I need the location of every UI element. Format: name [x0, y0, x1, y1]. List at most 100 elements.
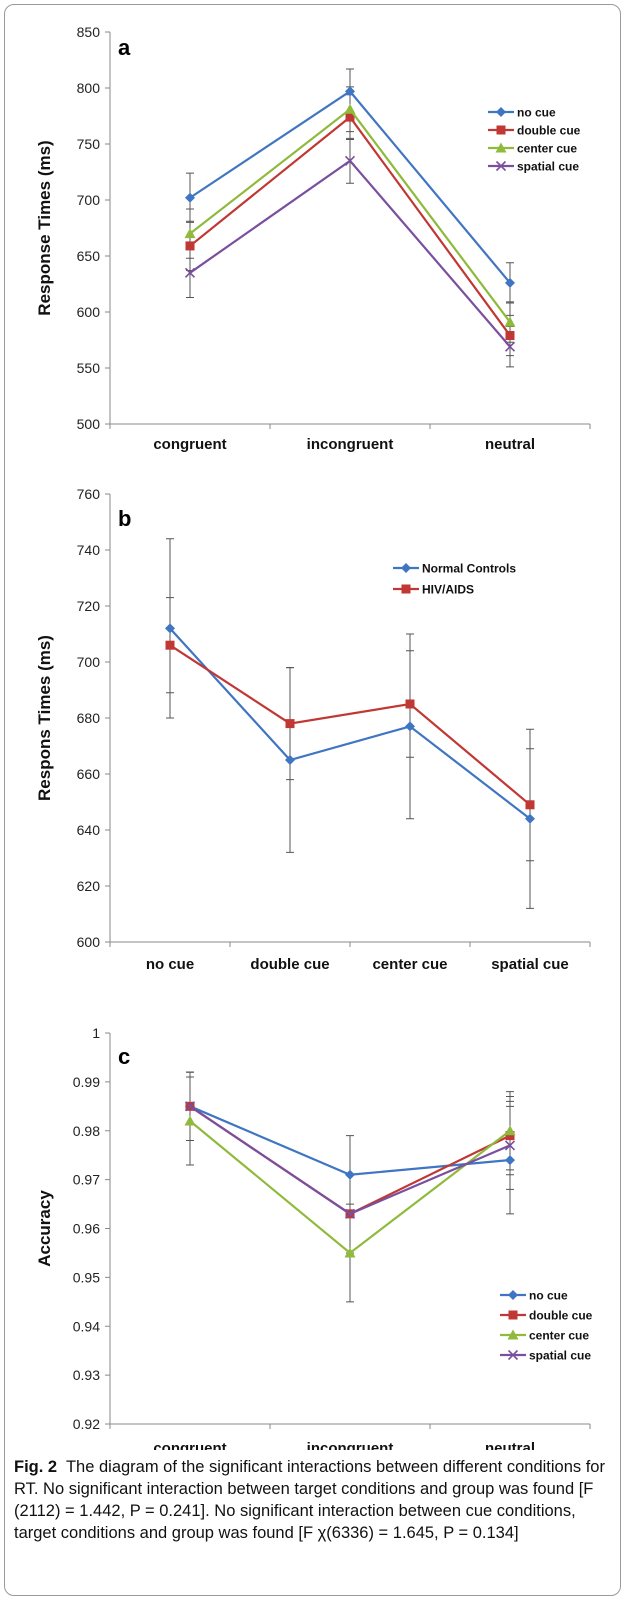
y-tick-label: 640	[77, 822, 101, 838]
chart-a: 500 550 600 650 700 750 800 850 congruent incongr…	[35, 24, 591, 453]
legend-marker	[508, 1290, 518, 1300]
x-tick-label: incongruent	[307, 1440, 394, 1450]
y-tick-label: 740	[77, 542, 101, 558]
data-point	[345, 112, 355, 122]
legend-label: HIV/AIDS	[422, 583, 474, 597]
data-point	[405, 699, 415, 709]
y-tick-label: 680	[77, 710, 101, 726]
legend-marker	[496, 125, 506, 135]
y-tick-label: 800	[77, 80, 101, 96]
x-tick-label: center cue	[372, 956, 447, 973]
y-tick-label: 550	[77, 360, 101, 376]
data-point	[525, 813, 535, 824]
series-line	[169, 644, 531, 806]
legend-marker	[401, 584, 411, 594]
y-tick-label: 0.92	[73, 1416, 100, 1432]
figure-caption: Fig. 2 The diagram of the significant in…	[14, 1456, 614, 1544]
data-point	[285, 719, 295, 729]
caption-label: Fig. 2	[14, 1458, 58, 1476]
data-point	[505, 331, 515, 341]
data-point	[504, 1140, 516, 1151]
legend-marker	[401, 563, 411, 573]
y-tick-label: 0.96	[73, 1221, 100, 1237]
y-tick-label: 650	[77, 248, 101, 264]
data-point	[285, 755, 295, 765]
y-tick-label: 600	[77, 304, 101, 320]
data-point	[405, 721, 415, 732]
legend-label: spatial cue	[529, 1349, 591, 1363]
x-tick-label: no cue	[146, 956, 194, 973]
y-tick-label: 750	[77, 136, 101, 152]
y-tick-label: 0.93	[73, 1367, 100, 1383]
panel-label: c	[118, 1044, 130, 1069]
legend-label: double cue	[517, 124, 581, 138]
legend-marker	[496, 107, 506, 117]
legend-label: no cue	[517, 106, 556, 120]
x-tick-label: neutral	[485, 436, 535, 453]
y-tick-label: 700	[77, 192, 101, 208]
y-tick-label: 1	[92, 1025, 100, 1041]
series-line	[189, 159, 511, 348]
panel-label: a	[118, 35, 131, 60]
y-tick-label: 0.95	[73, 1269, 100, 1285]
legend-label: center cue	[517, 142, 577, 156]
data-point	[185, 241, 195, 251]
legend-marker	[507, 1349, 519, 1361]
x-tick-label: neutral	[485, 1440, 535, 1450]
data-point	[344, 1208, 356, 1219]
y-tick-label: 0.99	[73, 1074, 100, 1090]
panel-label: b	[118, 506, 131, 531]
y-tick-label: 600	[77, 934, 101, 950]
data-point	[184, 1101, 196, 1112]
y-tick-label: 660	[77, 766, 101, 782]
legend-marker	[507, 1329, 519, 1340]
x-tick-label: congruent	[153, 436, 226, 453]
legend-label: double cue	[529, 1309, 593, 1323]
legend-marker	[508, 1310, 518, 1320]
data-point	[344, 103, 356, 114]
series-line	[169, 627, 531, 820]
x-tick-label: congruent	[153, 1440, 226, 1450]
data-point	[184, 267, 196, 278]
chart-b: 600 620 640 660 680 700 720 740 760 no cue double …	[35, 486, 591, 973]
data-point	[185, 192, 195, 203]
data-point	[184, 1115, 196, 1126]
legend-marker	[495, 160, 507, 172]
y-axis-label: Respons Times (ms)	[35, 635, 54, 801]
chart-c: 0.92 0.93 0.94 0.95 0.96 0.97 0.98 0.99 1 congrue…	[35, 1025, 593, 1450]
legend-marker	[495, 142, 507, 153]
data-point	[344, 1247, 356, 1258]
data-point	[344, 155, 356, 166]
y-tick-label: 0.94	[73, 1318, 100, 1334]
legend-label: no cue	[529, 1289, 568, 1303]
y-axis-label: Response Times (ms)	[35, 140, 54, 315]
legend-label: center cue	[529, 1329, 589, 1343]
figure-frame	[4, 4, 621, 1596]
data-point	[504, 1125, 516, 1136]
y-tick-label: 760	[77, 486, 101, 502]
data-point	[505, 1131, 515, 1141]
legend-label: Normal Controls	[422, 562, 516, 576]
data-point	[505, 1155, 515, 1166]
data-point	[525, 800, 535, 810]
y-tick-label: 0.98	[73, 1123, 100, 1139]
data-point	[504, 316, 516, 327]
data-point	[505, 277, 515, 288]
x-tick-label: incongruent	[307, 436, 394, 453]
caption-text: The diagram of the significant interacti…	[14, 1458, 605, 1542]
y-tick-label: 720	[77, 598, 101, 614]
y-tick-label: 620	[77, 878, 101, 894]
data-point	[165, 623, 175, 634]
data-point	[345, 86, 355, 97]
data-point	[165, 640, 175, 650]
y-tick-label: 700	[77, 654, 101, 670]
y-tick-label: 0.97	[73, 1172, 100, 1188]
data-point	[184, 228, 196, 239]
x-tick-label: spatial cue	[491, 956, 569, 973]
data-point	[504, 341, 516, 352]
legend-label: spatial cue	[517, 160, 579, 174]
y-axis-label: Accuracy	[35, 1190, 54, 1267]
y-tick-label: 500	[77, 416, 101, 432]
y-tick-label: 850	[77, 24, 101, 40]
x-tick-label: double cue	[250, 956, 329, 973]
